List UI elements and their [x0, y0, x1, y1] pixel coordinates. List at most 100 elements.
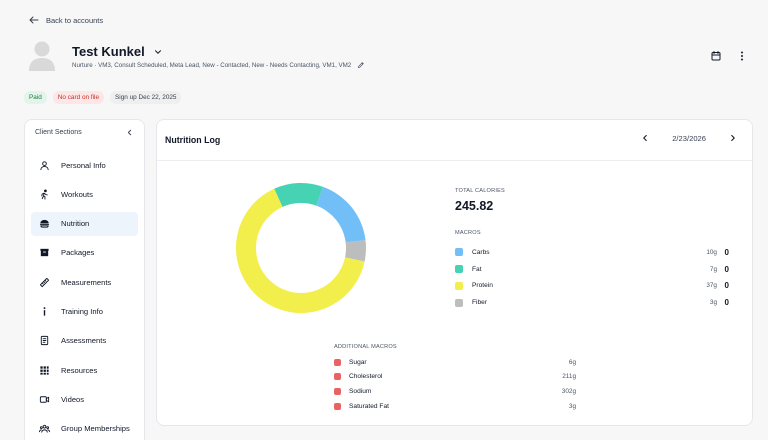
signup-badge: Sign up Dec 22, 2025: [110, 91, 182, 104]
date-navigator: 2/23/2026: [640, 133, 738, 143]
additional-value: 302g: [561, 387, 576, 395]
macro-name: Protein: [472, 282, 493, 290]
sidebar-item-label: Resources: [61, 365, 98, 375]
additional-name: Sodium: [349, 387, 372, 395]
sidebar-item-label: Videos: [61, 394, 85, 404]
chevron-left-icon[interactable]: [125, 128, 134, 137]
sidebar-title: Client Sections: [35, 129, 82, 136]
additional-row-cholesterol: Cholesterol 211g: [334, 370, 576, 385]
clipboard-icon: [40, 336, 49, 346]
sidebar-item-label: Training Info: [61, 306, 103, 316]
macro-value: 0: [724, 281, 729, 291]
macro-grams: 37g: [706, 282, 717, 290]
macro-row-protein: Protein 37g 0: [455, 278, 729, 295]
client-tags: Nurture · VM3, Consult Scheduled, Meta L…: [72, 61, 352, 69]
back-label: Back to accounts: [46, 15, 104, 25]
sidebar-item-nutrition[interactable]: Nutrition: [31, 211, 138, 236]
additional-row-saturated-fat: Saturated Fat 3g: [334, 399, 576, 414]
donut-slice-protein: [236, 188, 365, 313]
donut-slice-fat: [274, 183, 324, 207]
additional-row-sodium: Sodium 302g: [334, 384, 576, 399]
sidebar-list: Personal Info Workouts Nutrition Package…: [25, 145, 144, 440]
macro-name: Fat: [472, 265, 482, 273]
current-date: 2/23/2026: [672, 133, 706, 143]
back-to-accounts-link[interactable]: Back to accounts: [28, 14, 103, 26]
grid-icon: [40, 365, 49, 375]
macro-value: 0: [724, 264, 729, 274]
paid-badge: Paid: [24, 91, 47, 104]
additional-name: Cholesterol: [349, 373, 383, 381]
sidebar-item-videos[interactable]: Videos: [31, 387, 138, 411]
calendar-icon[interactable]: [710, 50, 722, 62]
fat-swatch: [455, 265, 463, 274]
sidebar-item-label: Group Memberships: [61, 424, 130, 434]
sidebar-item-personal-info[interactable]: Personal Info: [31, 153, 138, 177]
saturated-fat-swatch: [334, 402, 341, 410]
macro-value: 0: [724, 247, 729, 257]
sidebar-item-label: Packages: [61, 248, 95, 258]
cholesterol-swatch: [334, 373, 341, 381]
video-icon: [39, 396, 50, 403]
macro-value: 0: [724, 298, 729, 308]
pencil-icon[interactable]: [357, 61, 365, 69]
macro-grams: 10g: [706, 248, 717, 256]
additional-value: 6g: [568, 358, 576, 366]
sidebar-item-training-info[interactable]: Training Info: [31, 299, 138, 323]
panel-title: Nutrition Log: [165, 135, 221, 145]
macros-label: MACROS: [455, 230, 481, 236]
chevron-down-icon[interactable]: [153, 47, 163, 57]
total-calories-value: 245.82: [455, 199, 494, 213]
totals-section: TOTAL CALORIES 245.82 MACROS Carbs 10g 0…: [455, 188, 729, 311]
macro-grams: 3g: [709, 299, 717, 307]
total-calories-label: TOTAL CALORIES: [455, 188, 505, 194]
sodium-swatch: [334, 387, 341, 395]
client-name: Test Kunkel: [72, 44, 145, 59]
running-icon: [41, 189, 48, 200]
additional-name: Sugar: [349, 358, 367, 366]
sidebar-item-workouts[interactable]: Workouts: [31, 182, 138, 206]
donut-slice-carbs: [316, 186, 366, 243]
macro-list: Carbs 10g 0 Fat 7g 0 Protein 37g 0 Fiber…: [455, 244, 729, 311]
panel-divider: [157, 160, 752, 161]
sugar-swatch: [334, 358, 341, 366]
package-icon: [40, 249, 49, 257]
additional-name: Saturated Fat: [349, 402, 389, 410]
sidebar-item-label: Workouts: [61, 189, 93, 199]
sidebar-item-label: Personal Info: [61, 160, 106, 170]
macro-row-carbs: Carbs 10g 0: [455, 244, 729, 261]
macro-name: Fiber: [472, 299, 488, 307]
sidebar-item-group-memberships[interactable]: Group Memberships: [31, 417, 138, 440]
macro-row-fiber: Fiber 3g 0: [455, 294, 729, 311]
additional-macros-section: ADDITIONAL MACROS Sugar 6g Cholesterol 2…: [334, 344, 576, 413]
sidebar-item-label: Measurements: [61, 277, 112, 287]
macro-name: Carbs: [472, 248, 490, 256]
sidebar-item-label: Assessments: [61, 336, 107, 346]
avatar: [29, 41, 55, 71]
burger-icon: [39, 219, 50, 228]
additional-value: 3g: [568, 402, 576, 410]
sidebar-item-resources[interactable]: Resources: [31, 358, 138, 382]
sidebar-item-assessments[interactable]: Assessments: [31, 329, 138, 353]
person-icon: [40, 160, 49, 170]
sidebar-item-packages[interactable]: Packages: [31, 241, 138, 265]
chevron-left-icon[interactable]: [640, 133, 650, 143]
chevron-right-icon[interactable]: [728, 133, 738, 143]
nutrition-log-panel: Nutrition Log 2/23/2026 TOTAL CALORIES 2…: [156, 119, 753, 426]
additional-value: 211g: [562, 373, 576, 381]
header-actions: [710, 50, 748, 62]
ruler-icon: [39, 277, 50, 287]
macros-donut-chart: [236, 183, 366, 313]
no-card-badge: No card on file: [52, 91, 105, 104]
additional-macros-list: Sugar 6g Cholesterol 211g Sodium 302g Sa…: [334, 355, 576, 413]
sidebar-item-label: Nutrition: [61, 219, 90, 229]
client-tags-row: Nurture · VM3, Consult Scheduled, Meta L…: [72, 61, 365, 69]
client-name-row: Test Kunkel: [72, 44, 163, 59]
macro-grams: 7g: [709, 265, 717, 273]
status-badges: Paid No card on file Sign up Dec 22, 202…: [24, 91, 182, 104]
additional-row-sugar: Sugar 6g: [334, 355, 576, 370]
sidebar-item-measurements[interactable]: Measurements: [31, 270, 138, 294]
protein-swatch: [455, 281, 463, 290]
sidebar-header: Client Sections: [25, 120, 144, 145]
more-vertical-icon[interactable]: [736, 50, 748, 62]
arrow-left-icon: [29, 16, 39, 24]
